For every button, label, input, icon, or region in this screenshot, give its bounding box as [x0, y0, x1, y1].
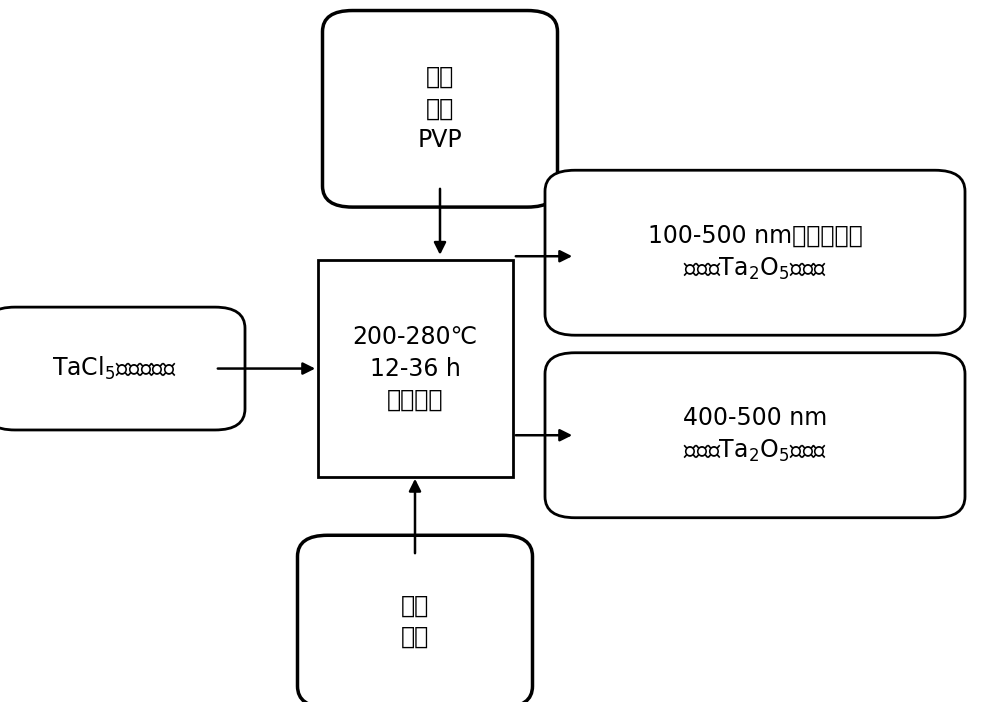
Text: 尿素
草酸
PVP: 尿素 草酸 PVP — [418, 65, 462, 152]
FancyBboxPatch shape — [545, 353, 965, 518]
Text: 200-280℃
12-36 h
醇热反应: 200-280℃ 12-36 h 醇热反应 — [352, 325, 478, 412]
Text: 100-500 nm尺寸可控的
无定型Ta$_2$O$_5$纳米球: 100-500 nm尺寸可控的 无定型Ta$_2$O$_5$纳米球 — [648, 224, 862, 282]
Text: 400-500 nm
无定型Ta$_2$O$_5$纳米球: 400-500 nm 无定型Ta$_2$O$_5$纳米球 — [683, 406, 827, 464]
FancyBboxPatch shape — [0, 307, 245, 430]
FancyBboxPatch shape — [298, 535, 532, 702]
Text: TaCl$_5$的乙醇溶液: TaCl$_5$的乙醇溶液 — [52, 355, 178, 382]
FancyBboxPatch shape — [318, 260, 512, 477]
FancyBboxPatch shape — [545, 170, 965, 336]
FancyBboxPatch shape — [322, 11, 558, 207]
Text: 尿素
草酸: 尿素 草酸 — [401, 593, 429, 649]
